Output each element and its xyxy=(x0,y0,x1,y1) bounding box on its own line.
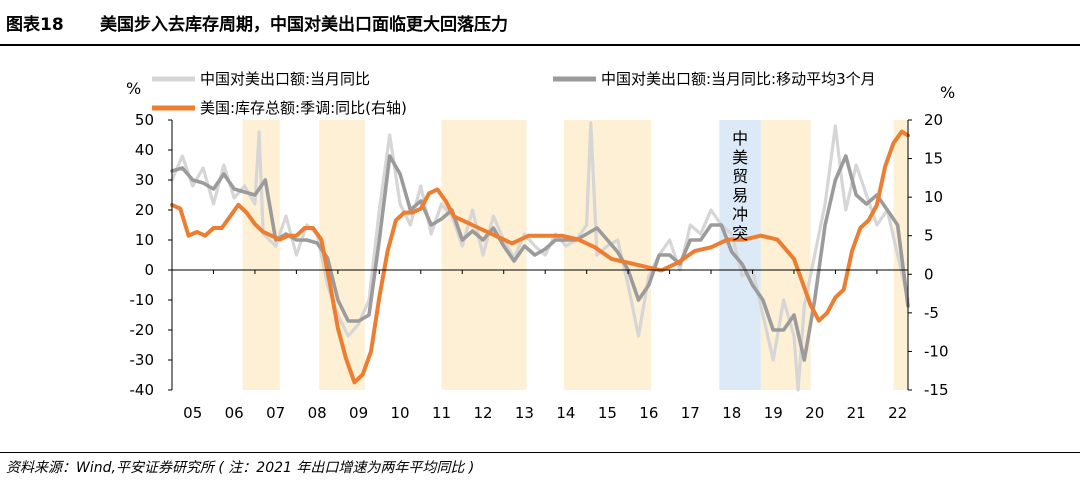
x-tick-label: 06 xyxy=(225,404,244,422)
x-tick-label: 16 xyxy=(639,404,658,422)
figure-label: 图表18 xyxy=(6,15,64,35)
x-tick-label: 07 xyxy=(266,404,285,422)
right-tick-label: 20 xyxy=(924,111,943,129)
x-tick-label: 08 xyxy=(308,404,327,422)
x-tick-label: 20 xyxy=(805,404,824,422)
x-tick-label: 21 xyxy=(847,404,866,422)
x-tick-label: 22 xyxy=(888,404,907,422)
left-tick-label: -20 xyxy=(130,321,155,339)
x-tick-label: 11 xyxy=(432,404,451,422)
left-tick-label: 50 xyxy=(135,111,154,129)
right-tick-label: 5 xyxy=(924,227,934,245)
title-bar: 图表18 美国步入去库存周期，中国对美出口面临更大回落压力 xyxy=(0,0,1080,46)
x-tick-label: 19 xyxy=(764,404,783,422)
left-tick-label: 40 xyxy=(135,141,154,159)
x-tick-label: 05 xyxy=(183,404,202,422)
figure-title: 美国步入去库存周期，中国对美出口面临更大回落压力 xyxy=(100,15,508,35)
x-tick-label: 13 xyxy=(515,404,534,422)
x-tick-label: 10 xyxy=(391,404,410,422)
legend-label-inventory: 美国:库存总额:季调:同比(右轴) xyxy=(200,99,407,117)
left-tick-label: -30 xyxy=(130,351,155,369)
x-tick-label: 18 xyxy=(722,404,741,422)
chart: 50403020100-10-20-30-4020151050-5-10-150… xyxy=(126,70,955,422)
right-tick-label: 15 xyxy=(924,150,943,168)
series-ma3-line xyxy=(170,154,910,362)
trade-war-annotation: 中美贸易冲突 xyxy=(732,129,748,243)
x-tick-label: 12 xyxy=(473,404,492,422)
x-tick-label: 09 xyxy=(349,404,368,422)
left-tick-label: -10 xyxy=(130,291,155,309)
right-tick-label: -15 xyxy=(924,381,949,399)
source-note: 资料来源：Wind,平安证券研究所 ( 注：2021 年出口增速为两年平均同比 … xyxy=(6,460,475,476)
left-tick-label: 20 xyxy=(135,201,154,219)
right-tick-label: -5 xyxy=(924,304,939,322)
legend: 中国对美出口额:当月同比 中国对美出口额:当月同比:移动平均3个月 美国:库存总… xyxy=(152,70,876,117)
x-tick-label: 14 xyxy=(556,404,575,422)
left-tick-label: -40 xyxy=(130,381,155,399)
right-tick-label: 0 xyxy=(924,265,934,283)
legend-label-raw: 中国对美出口额:当月同比 xyxy=(200,70,370,88)
right-tick-label: -10 xyxy=(924,342,949,360)
left-tick-label: 10 xyxy=(135,231,154,249)
left-tick-label: 30 xyxy=(135,171,154,189)
left-axis-unit: % xyxy=(126,79,141,98)
series-lines xyxy=(170,121,910,392)
shaded-bands xyxy=(242,120,908,390)
left-tick-label: 0 xyxy=(144,261,154,279)
legend-label-ma3: 中国对美出口额:当月同比:移动平均3个月 xyxy=(601,70,876,88)
right-axis-unit: % xyxy=(940,83,955,102)
shaded-period-4 xyxy=(719,120,761,390)
series-inventory-line xyxy=(170,129,910,385)
x-tick-label: 17 xyxy=(681,404,700,422)
x-tick-label: 15 xyxy=(598,404,617,422)
axes: 50403020100-10-20-30-4020151050-5-10-150… xyxy=(130,111,949,422)
source-bar: 资料来源：Wind,平安证券研究所 ( 注：2021 年出口增速为两年平均同比 … xyxy=(0,452,1080,476)
right-tick-label: 10 xyxy=(924,188,943,206)
